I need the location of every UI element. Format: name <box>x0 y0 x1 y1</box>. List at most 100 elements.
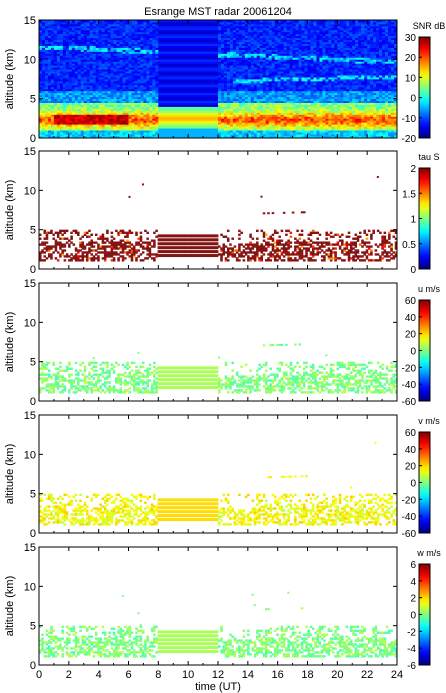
heatmap-cell <box>158 102 162 105</box>
heatmap-cell <box>128 92 132 96</box>
heatmap-cell <box>265 82 270 86</box>
heatmap-cell <box>65 69 70 72</box>
heatmap-cell <box>152 112 156 115</box>
heatmap-cell <box>77 84 82 88</box>
heatmap-cell <box>107 128 111 131</box>
heatmap-cell <box>125 104 129 107</box>
heatmap-cell <box>83 47 88 50</box>
heatmap-cell <box>182 41 186 44</box>
heatmap-cell <box>247 53 252 56</box>
heatmap-cell <box>170 37 174 41</box>
heatmap-cell <box>283 73 288 76</box>
heatmap-cell <box>265 116 270 119</box>
heatmap-cell <box>209 82 213 86</box>
heatmap-cell <box>185 67 189 70</box>
heatmap-cell <box>209 21 213 25</box>
heatmap-cell <box>71 61 76 64</box>
heatmap-cell <box>253 21 258 25</box>
heatmap-cell <box>182 23 186 27</box>
heatmap-cell <box>280 92 285 96</box>
heatmap-cell <box>101 67 106 70</box>
heatmap-cell <box>209 35 213 39</box>
heatmap-cell <box>194 53 198 56</box>
heatmap-cell <box>62 73 67 76</box>
heatmap-cell <box>59 35 64 39</box>
heatmap-cell <box>185 53 189 56</box>
heatmap-cell <box>74 94 79 98</box>
heatmap-cell <box>241 45 246 48</box>
heatmap-cell <box>268 96 273 100</box>
heatmap-cell <box>223 124 228 127</box>
heatmap-cell <box>277 96 282 100</box>
heatmap-cell <box>191 23 195 27</box>
heatmap-cell <box>134 90 138 94</box>
heatmap-cell <box>256 130 261 133</box>
heatmap-cell <box>170 82 174 86</box>
heatmap-cell <box>155 33 159 37</box>
heatmap-cell <box>161 90 165 94</box>
heatmap-cell <box>39 47 43 50</box>
heatmap-cell <box>182 49 186 52</box>
heatmap-cell <box>50 25 55 29</box>
heatmap-cell <box>146 31 150 35</box>
heatmap-cell <box>203 27 207 31</box>
heatmap-cell <box>229 77 234 80</box>
heatmap-cell <box>41 61 46 64</box>
heatmap-cell <box>137 53 141 56</box>
heatmap-cell <box>176 96 180 100</box>
heatmap-cell <box>218 29 222 33</box>
heatmap-cell <box>125 84 129 88</box>
heatmap-cell <box>134 77 138 80</box>
heatmap-cell <box>65 86 70 90</box>
heatmap-cell <box>137 122 141 125</box>
heatmap-cell <box>50 108 55 111</box>
heatmap-cell <box>80 77 85 80</box>
heatmap-cell <box>206 120 210 123</box>
heatmap-cell <box>203 49 207 52</box>
heatmap-cell <box>223 35 228 39</box>
heatmap-cell <box>179 59 183 62</box>
heatmap-cell <box>218 104 222 107</box>
heatmap-cell <box>110 100 114 103</box>
heatmap-cell <box>71 27 76 31</box>
heatmap-cell <box>131 69 135 72</box>
heatmap-cell <box>223 106 228 109</box>
heatmap-cell <box>74 20 79 23</box>
heatmap-cell <box>206 29 210 33</box>
heatmap-cell <box>125 23 129 27</box>
heatmap-cell <box>41 69 46 72</box>
heatmap-cell <box>277 124 282 127</box>
heatmap-cell <box>232 55 237 58</box>
heatmap-cell <box>86 88 91 92</box>
heatmap-cell <box>223 92 228 96</box>
heatmap-cell <box>83 33 88 37</box>
heatmap-cell <box>182 108 186 111</box>
heatmap-cell <box>191 73 195 76</box>
heatmap-cell <box>286 134 290 137</box>
heatmap-cell <box>77 69 82 72</box>
heatmap-cell <box>53 33 58 37</box>
heatmap-cell <box>95 55 100 58</box>
heatmap-cell <box>41 86 46 90</box>
heatmap-cell <box>212 130 216 133</box>
heatmap-cell <box>200 96 204 100</box>
heatmap-cell <box>152 136 156 138</box>
heatmap-cell <box>113 47 117 50</box>
heatmap-cell <box>232 130 237 133</box>
heatmap-cell <box>98 53 103 56</box>
heatmap-cell <box>218 122 222 125</box>
heatmap-cell <box>53 73 58 76</box>
heatmap-cell <box>164 53 168 56</box>
heatmap-cell <box>283 67 288 70</box>
heatmap-cell <box>128 20 132 23</box>
heatmap-cell <box>262 96 267 100</box>
heatmap-cell <box>197 69 201 72</box>
heatmap-cell <box>137 102 141 105</box>
heatmap-cell <box>185 57 189 60</box>
heatmap-cell <box>226 88 231 92</box>
heatmap-cell <box>277 82 282 86</box>
heatmap-cell <box>173 104 177 107</box>
heatmap-cell <box>167 41 171 44</box>
heatmap-cell <box>41 88 46 92</box>
heatmap-cell <box>262 126 267 129</box>
